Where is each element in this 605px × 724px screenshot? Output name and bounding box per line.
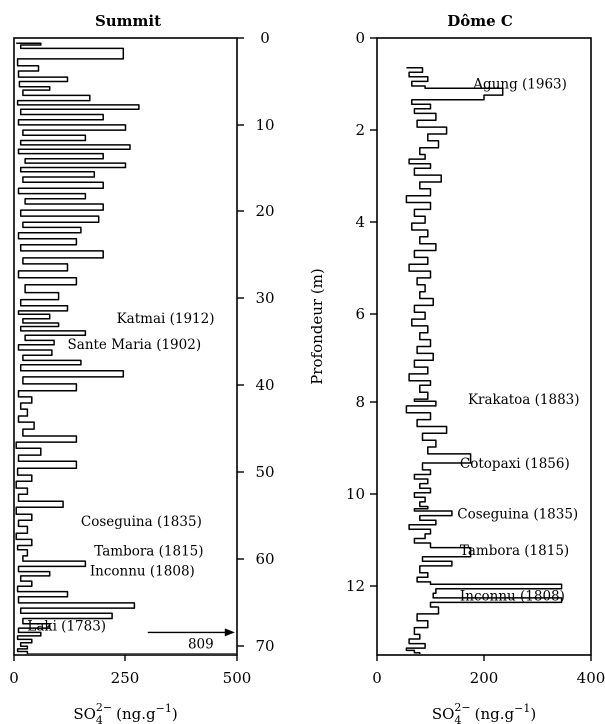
summit-panel: Summit 0 10 20 30 40 50 60 70 0 250 500 SO42− (ng.g−1…: [9, 12, 274, 724]
y-tick-label: 0: [355, 29, 365, 47]
x-tick-label: 500: [223, 669, 252, 687]
y-tick-label: 20: [255, 202, 274, 220]
annotation-label: Inconnu (1808): [460, 589, 565, 605]
annotation-label: Cotopaxi (1856): [460, 456, 570, 472]
dome-c-panel: Dôme C 0 2 4 6 8 10 12 0 200 400 SO42− (ng.g−1) Profo…: [308, 12, 605, 724]
y-tick-label: 10: [255, 116, 274, 134]
annotation-label: Tambora (1815): [460, 543, 569, 559]
offscale-label: 809: [188, 636, 214, 652]
y-tick-label: 12: [346, 577, 365, 595]
series-line: [15, 42, 236, 654]
annotation-label: Krakatoa (1883): [468, 392, 580, 408]
plot-frame: [376, 37, 592, 656]
y-tick-label: 50: [255, 463, 274, 481]
annotation-label: Agung (1963): [472, 77, 567, 93]
x-tick-label: 200: [470, 669, 499, 687]
offscale-arrowhead: [224, 628, 235, 637]
y-tick-label: 6: [355, 305, 365, 323]
annotation-label: Sante Maria (1902): [68, 337, 202, 353]
annotation-label: Tambora (1815): [94, 544, 203, 560]
annotation-label: Inconnu (1808): [90, 564, 195, 580]
x-axis-label: SO42− (ng.g−1): [73, 701, 177, 724]
series-line: [405, 66, 563, 654]
y-tick-label: 40: [255, 376, 274, 394]
x-tick-label: 400: [577, 669, 605, 687]
y-tick-label: 0: [260, 29, 270, 47]
x-tick-label: 0: [372, 669, 382, 687]
y-axis-label: Profondeur (m): [308, 268, 326, 385]
y-tick-label: 60: [255, 550, 274, 568]
x-axis-label: SO42− (ng.g−1): [432, 701, 536, 724]
annotation-label: Coseguina (1835): [81, 514, 202, 530]
y-tick-label: 2: [355, 121, 365, 139]
chart-title: Summit: [95, 12, 161, 30]
annotation-label: Laki (1783): [27, 618, 106, 634]
y-tick-label: 10: [346, 485, 365, 503]
y-tick-label: 8: [355, 393, 365, 411]
annotation-label: Katmai (1912): [117, 311, 215, 327]
annotation-label: Coseguina (1835): [457, 506, 578, 522]
y-tick-label: 70: [255, 637, 274, 655]
y-tick-label: 4: [355, 213, 365, 231]
x-tick-label: 250: [111, 669, 140, 687]
x-tick-label: 0: [9, 669, 19, 687]
y-tick-label: 30: [255, 289, 274, 307]
chart-title: Dôme C: [447, 12, 513, 30]
